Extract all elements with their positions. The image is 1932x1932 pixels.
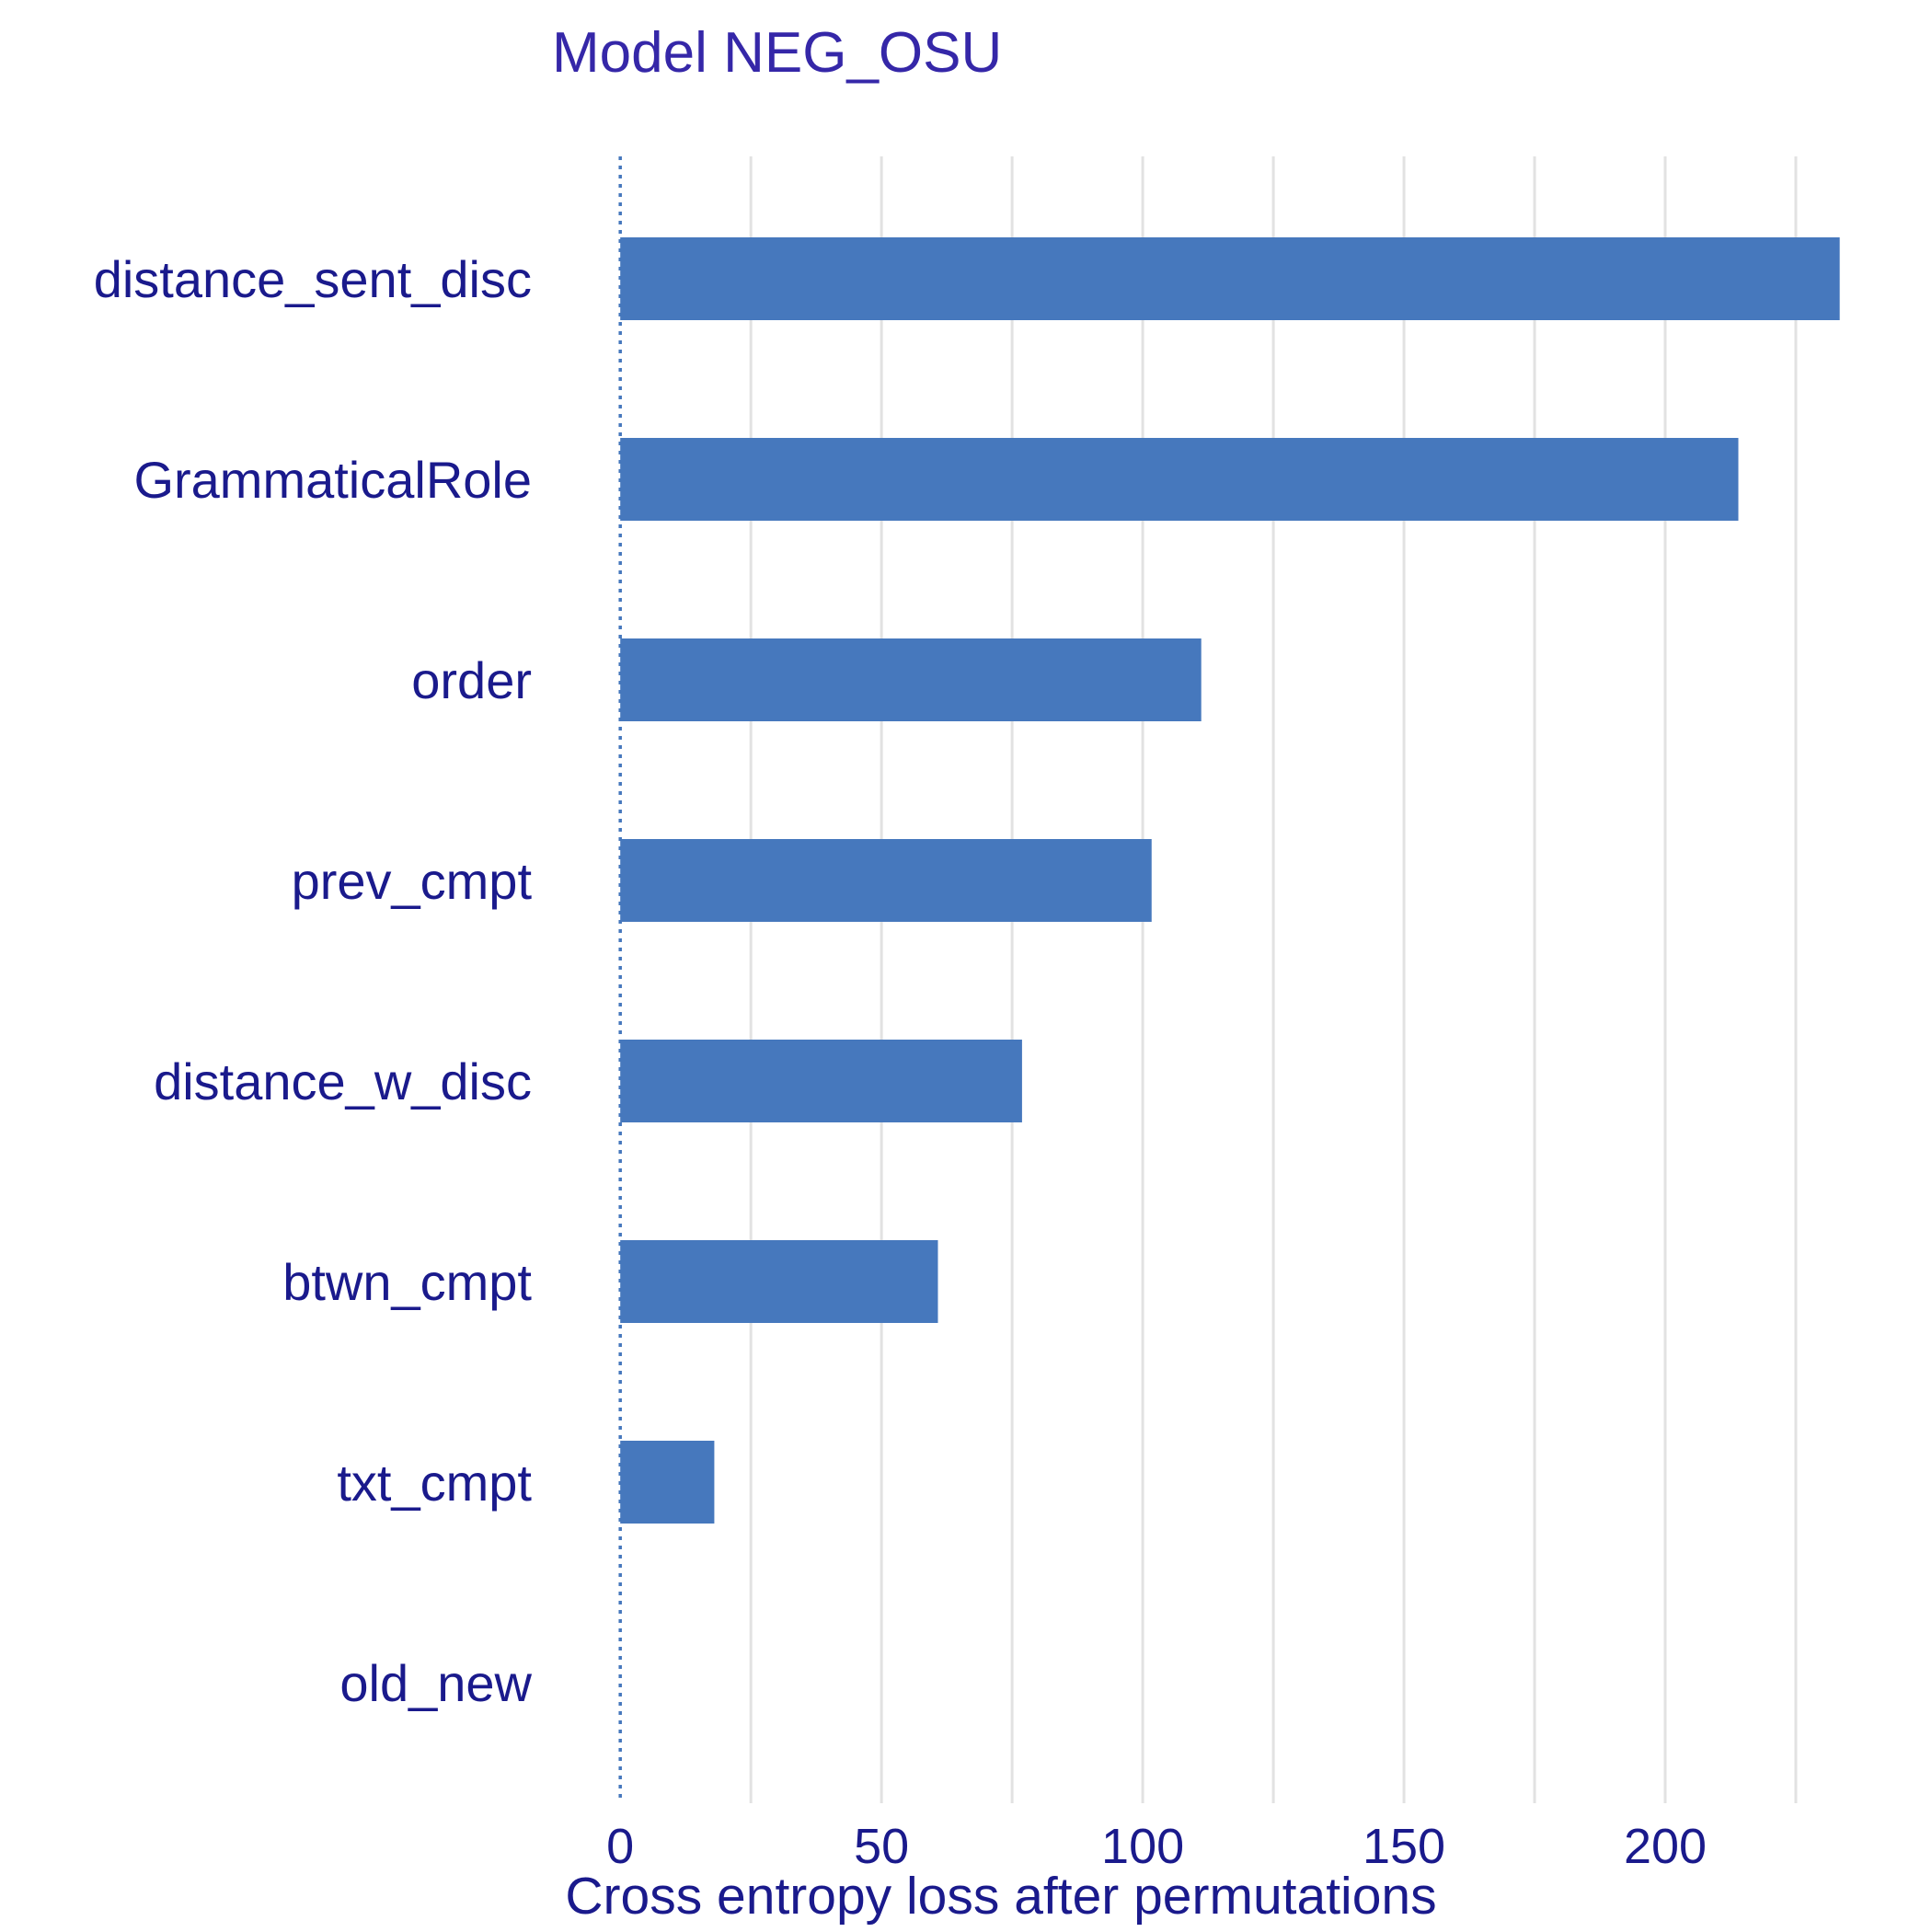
bar-distance_sent_disc xyxy=(620,237,1840,320)
bar-btwn_cmpt xyxy=(620,1240,938,1323)
y-label-txt_cmpt: txt_cmpt xyxy=(337,1454,532,1512)
x-tick-150: 150 xyxy=(1363,1819,1445,1874)
y-label-distance_sent_disc: distance_sent_disc xyxy=(94,250,532,308)
y-axis-labels: distance_sent_disc GrammaticalRole order pr… xyxy=(94,250,533,1712)
y-label-prev_cmpt: prev_cmpt xyxy=(292,852,533,910)
x-tick-200: 200 xyxy=(1624,1819,1707,1874)
y-label-old_new: old_new xyxy=(339,1654,532,1712)
y-label-distance_w_disc: distance_w_disc xyxy=(154,1052,532,1110)
bar-GrammaticalRole xyxy=(620,438,1739,521)
x-tick-100: 100 xyxy=(1101,1819,1184,1874)
bar-prev_cmpt xyxy=(620,839,1152,922)
bar-distance_w_disc xyxy=(620,1040,1022,1122)
grid-layer xyxy=(749,156,1798,1803)
y-label-GrammaticalRole: GrammaticalRole xyxy=(133,451,532,509)
chart-title: Model NEG_OSU xyxy=(552,21,1002,85)
x-axis-title: Cross entropy loss after permutations xyxy=(565,1867,1436,1926)
bar-layer xyxy=(620,237,1840,1524)
y-label-order: order xyxy=(411,651,532,709)
x-tick-0: 0 xyxy=(606,1819,634,1874)
bar-order xyxy=(620,638,1202,721)
x-axis-tick-labels: 0 50 100 150 200 xyxy=(606,1819,1707,1874)
x-tick-50: 50 xyxy=(854,1819,909,1874)
y-label-btwn_cmpt: btwn_cmpt xyxy=(282,1253,532,1311)
bar-txt_cmpt xyxy=(620,1441,715,1524)
